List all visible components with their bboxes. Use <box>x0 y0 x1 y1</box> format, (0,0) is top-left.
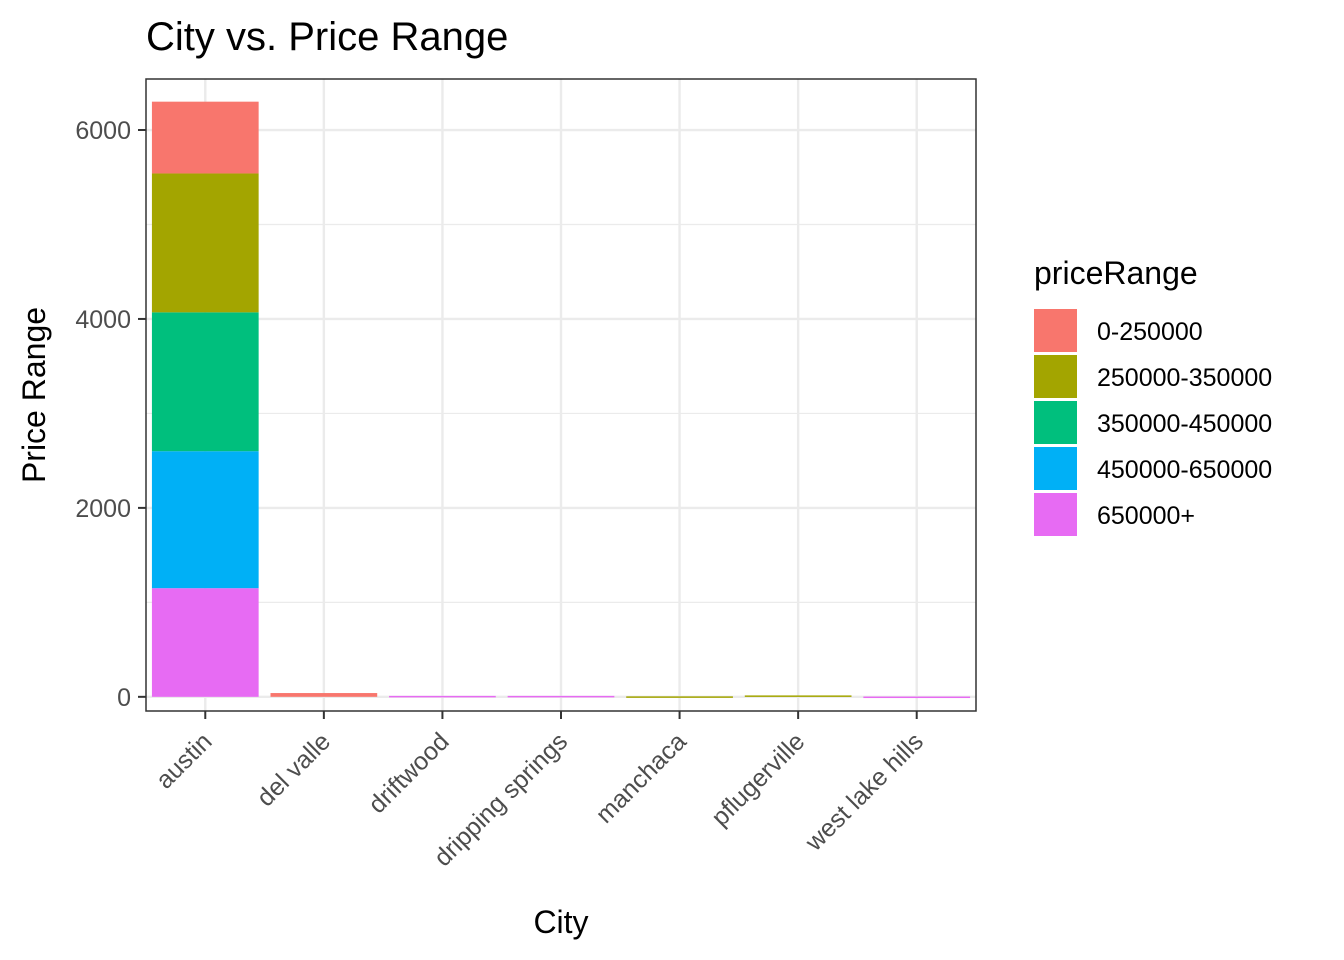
bar-segment-manchaca-250000-350000 <box>626 696 733 698</box>
bar-segment-austin-450000-650000 <box>151 451 259 589</box>
x-axis-title: City <box>533 904 588 940</box>
legend-label: 0-250000 <box>1097 318 1203 346</box>
bar-segment-dripping-springs-650000+ <box>507 695 615 698</box>
legend-label: 250000-350000 <box>1097 364 1272 392</box>
legend: priceRange 0-250000 250000-350000 350000-4… <box>1034 255 1272 536</box>
y-tick-label: 4000 <box>75 306 131 334</box>
bar-segment-pflugerville-250000-350000 <box>744 695 852 697</box>
legend-label: 450000-650000 <box>1097 456 1272 484</box>
x-tick-label: west lake hills <box>799 727 929 857</box>
x-tick-label: driftwood <box>363 727 455 819</box>
y-tick-label: 2000 <box>75 495 131 523</box>
bar-segment-austin-350000-450000 <box>151 312 259 452</box>
bar-segment-driftwood-650000+ <box>389 695 496 698</box>
legend-key <box>1034 401 1077 444</box>
x-tick-label: del valle <box>251 727 336 812</box>
legend-title: priceRange <box>1034 255 1198 291</box>
x-tick-label: pflugerville <box>706 727 810 831</box>
bar-segment-west-lake-hills-650000+ <box>863 696 971 699</box>
legend-key <box>1034 309 1077 352</box>
bar-segment-austin-250000-350000 <box>151 173 259 313</box>
bar-segment-austin-650000+ <box>151 588 259 697</box>
y-axis-title: Price Range <box>16 307 52 483</box>
x-tick-label: manchaca <box>590 727 691 828</box>
y-tick-label: 0 <box>117 684 131 712</box>
legend-label: 350000-450000 <box>1097 410 1272 438</box>
x-tick-label: austin <box>151 727 218 794</box>
legend-key <box>1034 355 1077 398</box>
legend-label: 650000+ <box>1097 502 1195 530</box>
chart-title: City vs. Price Range <box>146 15 508 59</box>
legend-key <box>1034 447 1077 490</box>
legend-key <box>1034 493 1077 536</box>
y-tick-label: 6000 <box>75 117 131 145</box>
bar-segment-austin-0-250000 <box>151 101 259 174</box>
bar-segment-del-valle-0-250000 <box>270 693 378 697</box>
